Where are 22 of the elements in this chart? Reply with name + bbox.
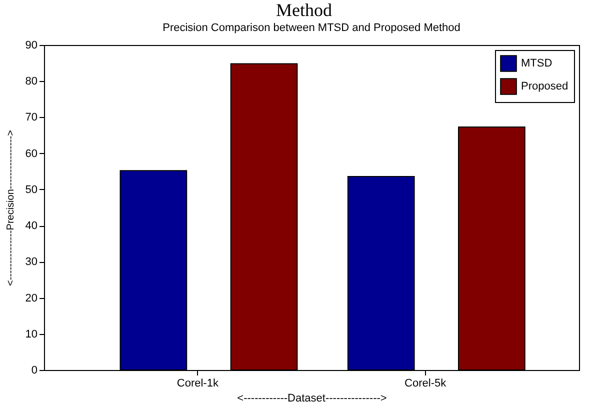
y-tick-label: 90	[25, 40, 38, 52]
chart-title: Precision Comparison between MTSD and Proposed Method	[162, 22, 460, 34]
x-axis-title: <------------Dataset--------------->	[237, 392, 387, 404]
y-tick-label: 50	[25, 184, 38, 196]
y-tick-label: 80	[25, 76, 38, 88]
bar	[120, 170, 188, 370]
y-tick-label: 60	[25, 148, 38, 160]
y-tick-label: 30	[25, 256, 38, 268]
bar	[347, 176, 415, 370]
y-tick-label: 0	[31, 364, 38, 376]
x-tick-label: Corel-5k	[404, 378, 447, 390]
y-tick-label: 40	[25, 220, 38, 232]
legend-label: Proposed	[521, 80, 568, 92]
bar	[230, 63, 298, 370]
bar	[458, 126, 526, 370]
legend-label: MTSD	[521, 58, 552, 70]
y-tick-label: 70	[25, 112, 38, 124]
y-axis-title: <---------------Precision---------------->	[5, 130, 16, 286]
text: Method	[275, 0, 333, 20]
x-tick-label: Corel-1k	[176, 378, 219, 390]
y-tick-label: 10	[25, 328, 38, 340]
y-tick-label: 20	[25, 292, 38, 304]
